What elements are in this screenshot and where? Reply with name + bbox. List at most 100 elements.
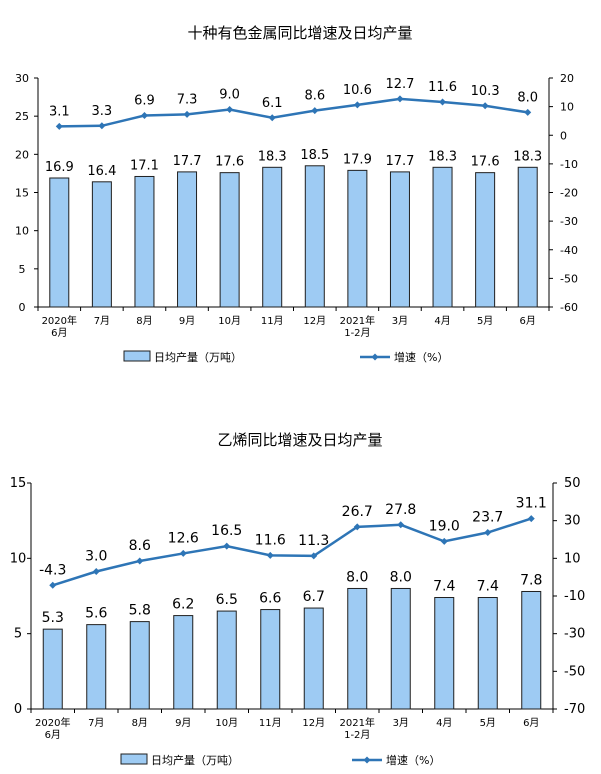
line-point: [524, 108, 532, 116]
line-data-label: 8.0: [517, 90, 538, 105]
line-data-label: 7.3: [177, 92, 198, 107]
x-tick-label: 9月: [175, 717, 191, 729]
line-point: [98, 122, 106, 130]
line-point: [266, 551, 274, 559]
left-tick-label: 15: [10, 476, 27, 491]
legend-bar-label: 日均产量（万吨）: [151, 753, 239, 767]
line-data-label: 9.0: [219, 87, 240, 102]
line-point: [353, 523, 361, 531]
line-point: [49, 581, 57, 589]
x-tick-label: 1-2月: [344, 327, 370, 339]
x-tick-label: 7月: [88, 717, 104, 729]
bar: [432, 166, 453, 308]
right-tick-label: -50: [560, 272, 578, 285]
line-point: [396, 95, 404, 103]
line-data-label: 10.3: [471, 84, 500, 99]
x-tick-label: 8月: [136, 315, 152, 327]
x-tick-label: 6月: [51, 327, 67, 339]
x-tick-label: 6月: [520, 315, 536, 327]
line-data-label: 3.3: [92, 104, 113, 119]
x-tick-label: 11月: [261, 315, 284, 327]
bar: [42, 628, 63, 710]
legend-line-label: 增速（%）: [394, 350, 448, 364]
right-tick-label: -20: [560, 187, 578, 200]
line-point: [179, 549, 187, 557]
x-tick-label: 2020年: [35, 716, 70, 729]
line-data-label: 12.7: [385, 77, 414, 92]
x-tick-label: 6月: [45, 729, 61, 741]
bar-data-label: 17.7: [173, 154, 202, 169]
line-point: [55, 122, 63, 130]
line-point: [353, 101, 361, 109]
legend-bar-swatch: [123, 350, 151, 362]
x-tick-label: 5月: [480, 717, 496, 729]
bar: [177, 171, 198, 308]
bar: [475, 172, 496, 308]
line-point: [527, 515, 535, 523]
x-tick-label: 3月: [393, 717, 409, 729]
x-tick-label: 2021年: [340, 314, 375, 327]
line-point: [440, 537, 448, 545]
bar: [521, 590, 542, 710]
x-tick-label: 5月: [477, 315, 493, 327]
bar-data-label: 8.0: [346, 569, 368, 585]
line-data-label: 10.6: [343, 83, 372, 98]
chart-title: 乙烯同比增速及日均产量: [217, 431, 382, 449]
x-tick-label: 4月: [434, 315, 450, 327]
bar-data-label: 16.9: [45, 160, 74, 175]
bar-data-label: 5.8: [129, 603, 151, 619]
left-tick-label: 5: [14, 627, 22, 642]
bar-data-label: 17.7: [385, 154, 414, 169]
legend-bar-label: 日均产量（万吨）: [154, 350, 242, 364]
chart-title: 十种有色金属同比增速及日均产量: [187, 24, 412, 42]
line-point: [397, 521, 405, 529]
bar-data-label: 18.3: [428, 149, 457, 164]
bar: [390, 587, 411, 710]
growth-line: [52, 517, 532, 587]
right-tick-label: 10: [560, 101, 574, 114]
bar: [260, 609, 281, 710]
line-point: [311, 107, 319, 115]
bar: [129, 621, 150, 710]
bar: [262, 166, 283, 308]
left-tick-label: 20: [15, 148, 29, 161]
x-tick-label: 12月: [302, 717, 325, 729]
line-point: [268, 114, 276, 122]
line-point: [226, 105, 234, 113]
bar: [477, 597, 498, 710]
line-point: [223, 542, 231, 550]
bar: [517, 166, 538, 308]
bar-data-label: 7.4: [477, 579, 499, 595]
line-point: [310, 552, 318, 560]
line-data-label: 26.7: [342, 504, 373, 520]
bar: [173, 615, 194, 710]
chart-2: 乙烯同比增速及日均产量 0 5 10 15 -70 -50 -30 -10 10 30 50 2020年…: [10, 431, 586, 767]
right-tick-label: -60: [560, 301, 578, 314]
line-point: [481, 102, 489, 110]
right-tick-label: 50: [564, 476, 581, 491]
legend-bar-swatch: [120, 753, 148, 765]
x-tick-label: 8月: [132, 717, 148, 729]
x-tick-label: 2020年: [42, 314, 77, 327]
legend-line-marker: [363, 756, 371, 764]
left-tick-label: 5: [19, 263, 26, 276]
left-tick-label: 10: [15, 225, 29, 238]
bar: [91, 181, 112, 308]
bar-data-label: 17.6: [471, 155, 500, 170]
line-data-label: 6.9: [134, 93, 155, 108]
line-data-label: 27.8: [385, 502, 416, 518]
bar: [49, 177, 70, 308]
left-tick-label: 15: [15, 187, 29, 200]
bar: [389, 171, 410, 308]
line-data-label: 31.1: [516, 496, 547, 512]
right-tick-label: 0: [560, 129, 567, 142]
x-tick-label: 11月: [259, 717, 282, 729]
legend: 日均产量（万吨） 增速（%）: [120, 753, 440, 767]
bar-data-label: 7.4: [433, 579, 455, 595]
bar-data-label: 6.2: [172, 597, 194, 613]
right-tick-label: -70: [564, 702, 585, 717]
line-point: [484, 529, 492, 537]
x-tick-label: 9月: [179, 315, 195, 327]
line-data-label: 6.1: [262, 96, 283, 111]
bar-data-label: 5.3: [42, 610, 64, 626]
